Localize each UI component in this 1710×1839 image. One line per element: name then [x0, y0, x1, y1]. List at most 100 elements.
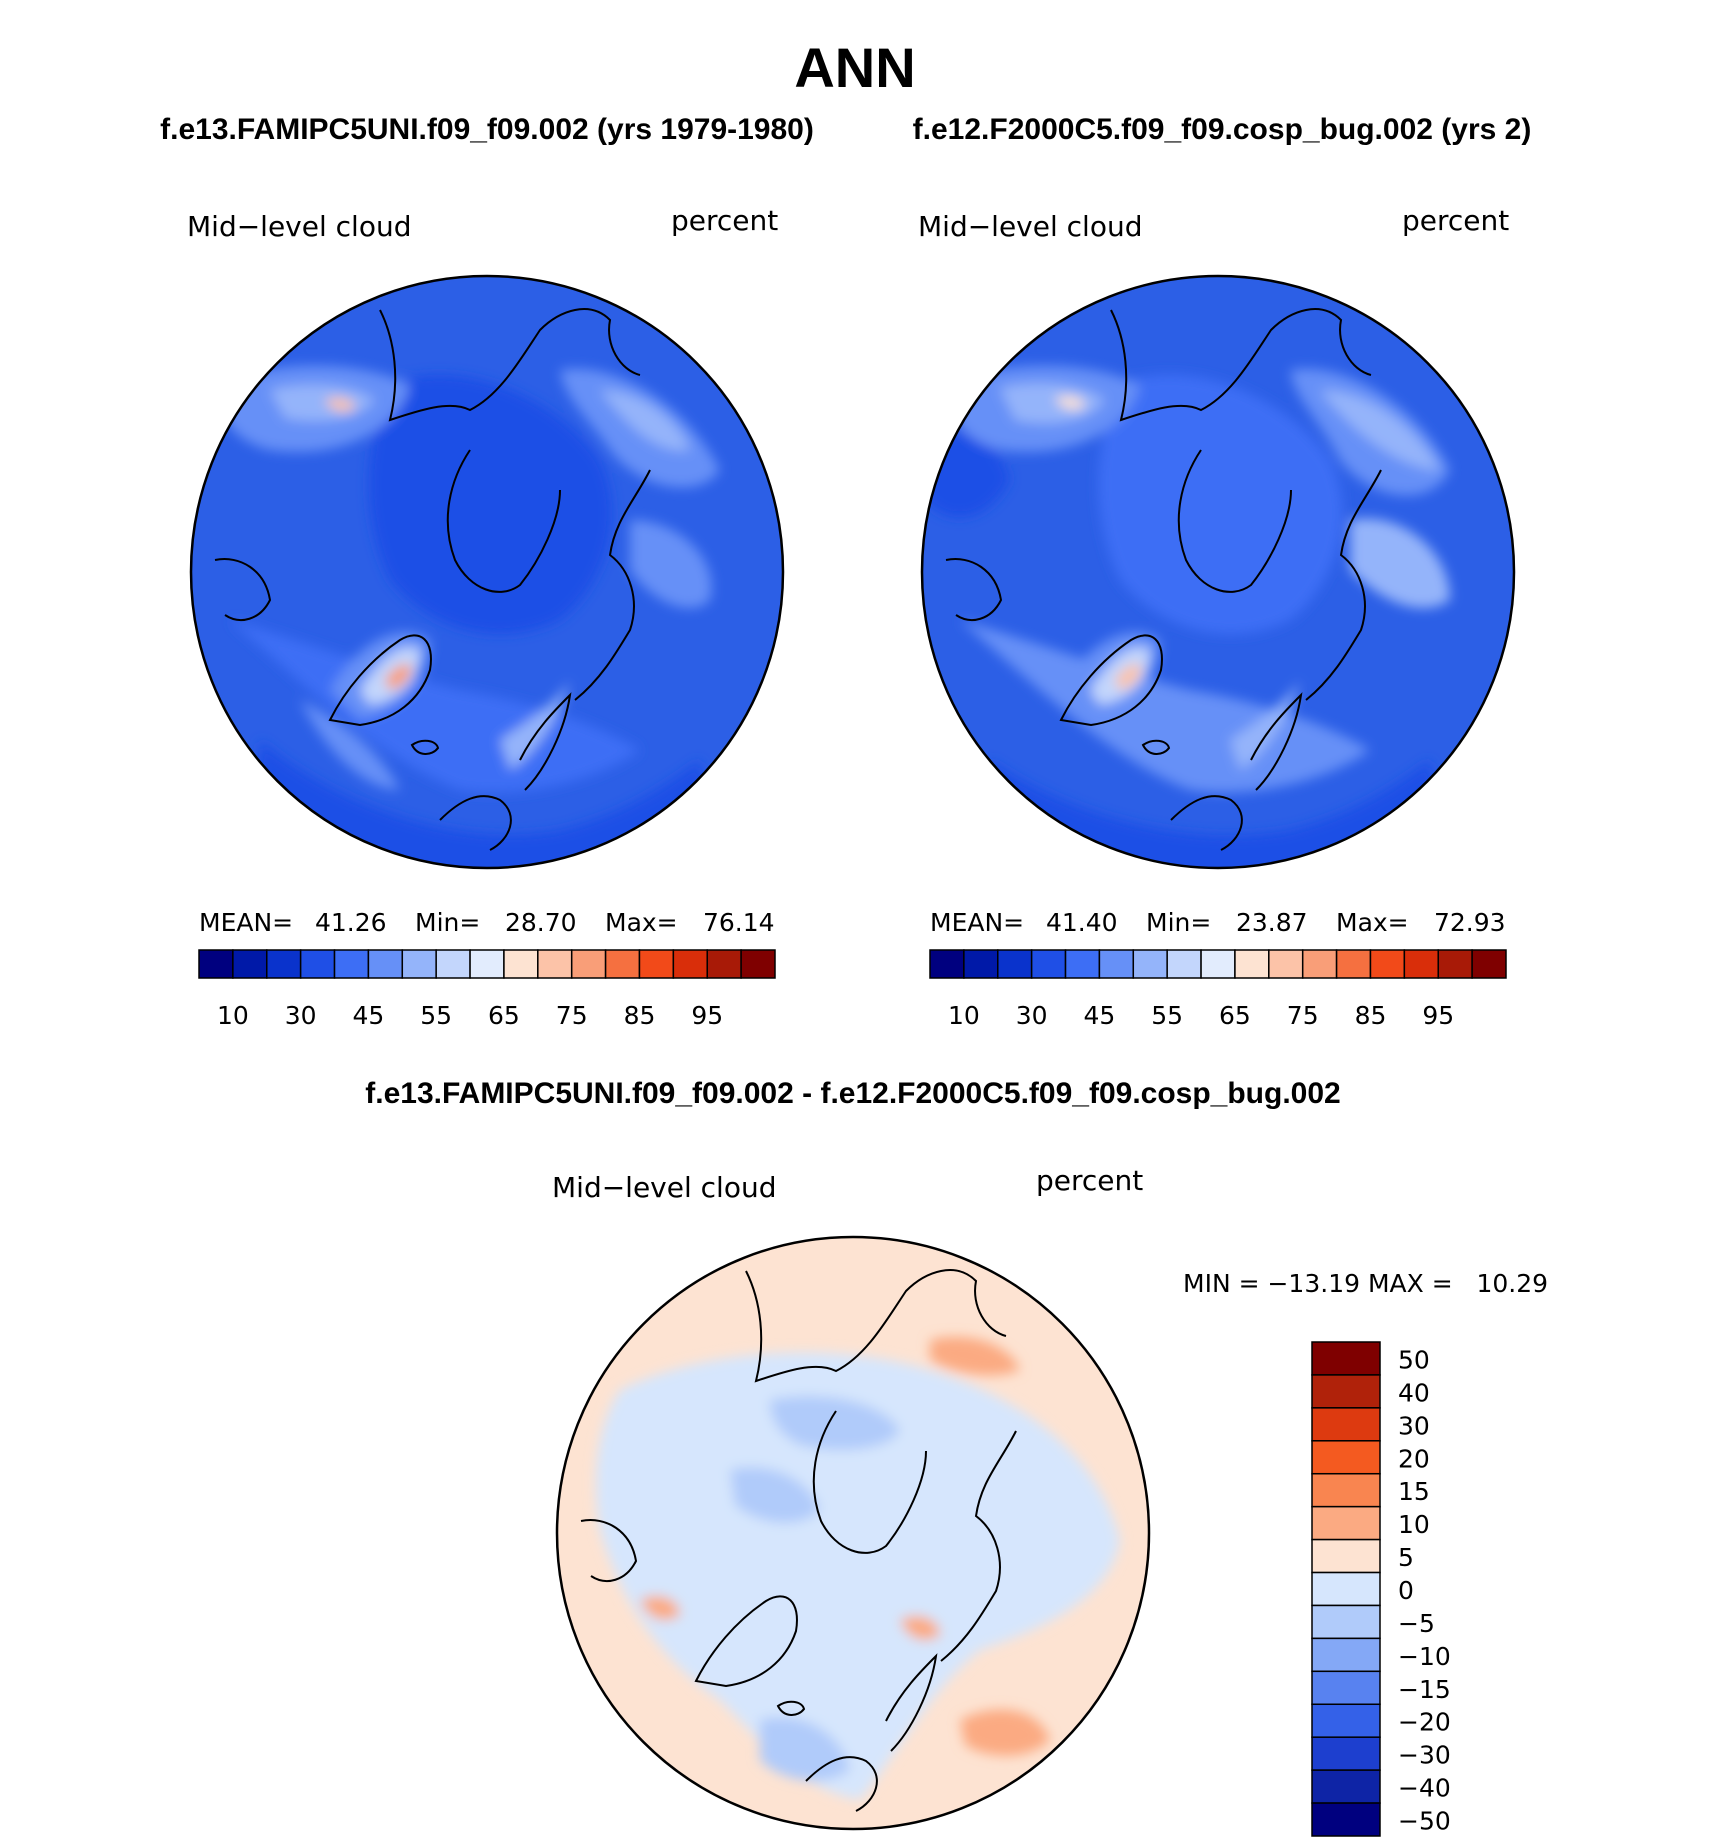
left-colorbar-swatch: [672, 949, 708, 979]
diff-coastlines: [580, 1269, 1017, 1812]
diff-polar-map: [557, 1237, 1149, 1829]
right-field-norway: [1230, 680, 1300, 770]
diff-colorbar-swatch: [1311, 1505, 1381, 1541]
right-coast-scandinavia: [1250, 692, 1303, 791]
diff-variable-label: Mid−level cloud: [552, 1171, 776, 1204]
diff-minmax-text: MIN = −13.19 MAX = 10.29: [1183, 1269, 1548, 1298]
diff-colorbar-tick-label: −40: [1398, 1774, 1451, 1803]
left-field-greenland-core: [385, 664, 412, 690]
left-coast-greenland: [328, 634, 432, 727]
left-subtitle: f.e13.FAMIPC5UNI.f09_f09.002 (yrs 1979-1…: [160, 113, 814, 146]
right-field-atlantic: [960, 620, 1370, 793]
right-colorbar-swatch: [997, 949, 1033, 979]
right-colorbar-swatch: [1403, 949, 1439, 979]
right-coast-iceland: [1141, 739, 1171, 755]
right-colorbar-tick-label: 55: [1151, 1001, 1183, 1030]
right-field-pacific-light: [1320, 390, 1440, 470]
right-colorbar-swatch: [1437, 949, 1473, 979]
diff-map-border: [555, 1235, 1151, 1831]
right-variable-label: Mid−level cloud: [918, 210, 1142, 243]
left-field-atlantic: [230, 620, 640, 793]
left-coast-iceland: [410, 739, 440, 755]
right-units-label: percent: [1402, 204, 1509, 237]
diff-colorbar-swatch: [1311, 1802, 1381, 1837]
diff-colorbar-swatch: [1311, 1604, 1381, 1640]
diff-field-negative-main: [596, 1352, 1120, 1800]
left-field-siberia-light: [270, 384, 375, 421]
diff-colorbar-swatch: [1311, 1736, 1381, 1771]
left-colorbar-tick-label: 75: [556, 1001, 588, 1030]
right-colorbar-tick-label: 10: [948, 1001, 980, 1030]
diff-colorbar-tick-label: −20: [1398, 1708, 1451, 1737]
left-colorbar-swatch: [266, 949, 302, 979]
diff-colorbar-swatch: [1311, 1571, 1381, 1607]
left-colorbar-swatch: [367, 949, 404, 979]
left-colorbar-tick-label: 95: [691, 1001, 723, 1030]
right-coastlines: [945, 308, 1382, 851]
left-field-norway: [500, 680, 570, 770]
right-coast-europe: [1170, 795, 1243, 851]
right-colorbar-tick-label: 30: [1016, 1001, 1048, 1030]
diff-colorbar-swatch: [1311, 1538, 1381, 1574]
right-field-canada: [1350, 518, 1450, 609]
left-colorbar-tick-label: 10: [217, 1001, 249, 1030]
diff-coast-europe: [805, 1756, 878, 1812]
left-max-label: Max=: [605, 908, 678, 937]
left-coast-europe: [439, 795, 512, 851]
right-panel: Mid−level cloud percent: [918, 204, 1516, 1030]
left-units-label: percent: [671, 204, 778, 237]
left-colorbar-swatch: [537, 949, 573, 979]
left-colorbar-swatch: [469, 949, 505, 979]
right-colorbar-tick-label: 75: [1287, 1001, 1319, 1030]
right-colorbar-swatch: [1335, 949, 1372, 979]
diff-colorbar-tick-label: 10: [1398, 1510, 1430, 1539]
diff-colorbar-tick-label: −10: [1398, 1642, 1451, 1671]
right-polar-map: [922, 276, 1514, 868]
diff-colorbar-tick-label: 30: [1398, 1411, 1430, 1440]
left-colorbar-tick-label: 30: [285, 1001, 317, 1030]
diff-colorbar-swatch: [1311, 1670, 1381, 1706]
diff-colorbar-swatch: [1311, 1769, 1381, 1804]
left-field-pacific-light: [600, 390, 690, 451]
left-max-value: 76.14: [703, 908, 775, 937]
left-field-europe: [300, 700, 400, 790]
diff-field-positive-atlantic: [900, 1615, 940, 1640]
left-colorbar-swatch: [435, 949, 471, 979]
right-colorbar-tick-label: 85: [1355, 1001, 1387, 1030]
left-field-siberia-peak: [325, 397, 355, 412]
diff-colorbar-tick-label: −30: [1398, 1741, 1451, 1770]
right-coast-greenland: [1059, 634, 1163, 727]
right-colorbar-swatch: [1064, 949, 1101, 979]
right-coast-eurasia: [1110, 308, 1372, 422]
right-coast-alaska: [1305, 469, 1382, 701]
right-colorbar-swatch: [929, 949, 965, 979]
diff-colorbar-swatch: [1311, 1407, 1381, 1442]
left-cloud-field: [222, 365, 720, 868]
right-field-siberia-peak: [1055, 396, 1085, 410]
right-field-siberia-light: [1000, 383, 1105, 424]
left-colorbar-ticks: 10 30 45 55 65 75 85 95: [217, 1001, 723, 1030]
right-mean-label: MEAN=: [930, 908, 1024, 937]
diff-colorbar-swatch: [1311, 1703, 1381, 1738]
right-max-label: Max=: [1336, 908, 1409, 937]
left-colorbar-swatch: [333, 949, 370, 979]
right-max-value: 72.93: [1434, 908, 1506, 937]
right-colorbar-tick-label: 45: [1084, 1001, 1116, 1030]
left-colorbar-tick-label: 65: [488, 1001, 520, 1030]
left-colorbar-tick-label: 55: [420, 1001, 452, 1030]
right-colorbar-swatch: [1301, 949, 1338, 979]
left-coast-eurasia: [379, 308, 641, 422]
diff-colorbar-tick-label: 5: [1398, 1543, 1414, 1572]
left-field-canada: [630, 520, 712, 609]
diff-coast-greenland: [694, 1595, 798, 1688]
diff-colorbar-tick-label: 40: [1398, 1378, 1430, 1407]
left-colorbar-swatch: [604, 949, 641, 979]
left-colorbar-swatch: [299, 949, 336, 979]
diff-coast-scandinavia: [885, 1653, 938, 1752]
left-coast-scandinavia: [519, 692, 572, 791]
right-colorbar-swatch: [1369, 949, 1406, 979]
left-mean-value: 41.26: [315, 908, 387, 937]
left-colorbar-tick-label: 85: [624, 1001, 656, 1030]
right-min-value: 23.87: [1236, 908, 1308, 937]
